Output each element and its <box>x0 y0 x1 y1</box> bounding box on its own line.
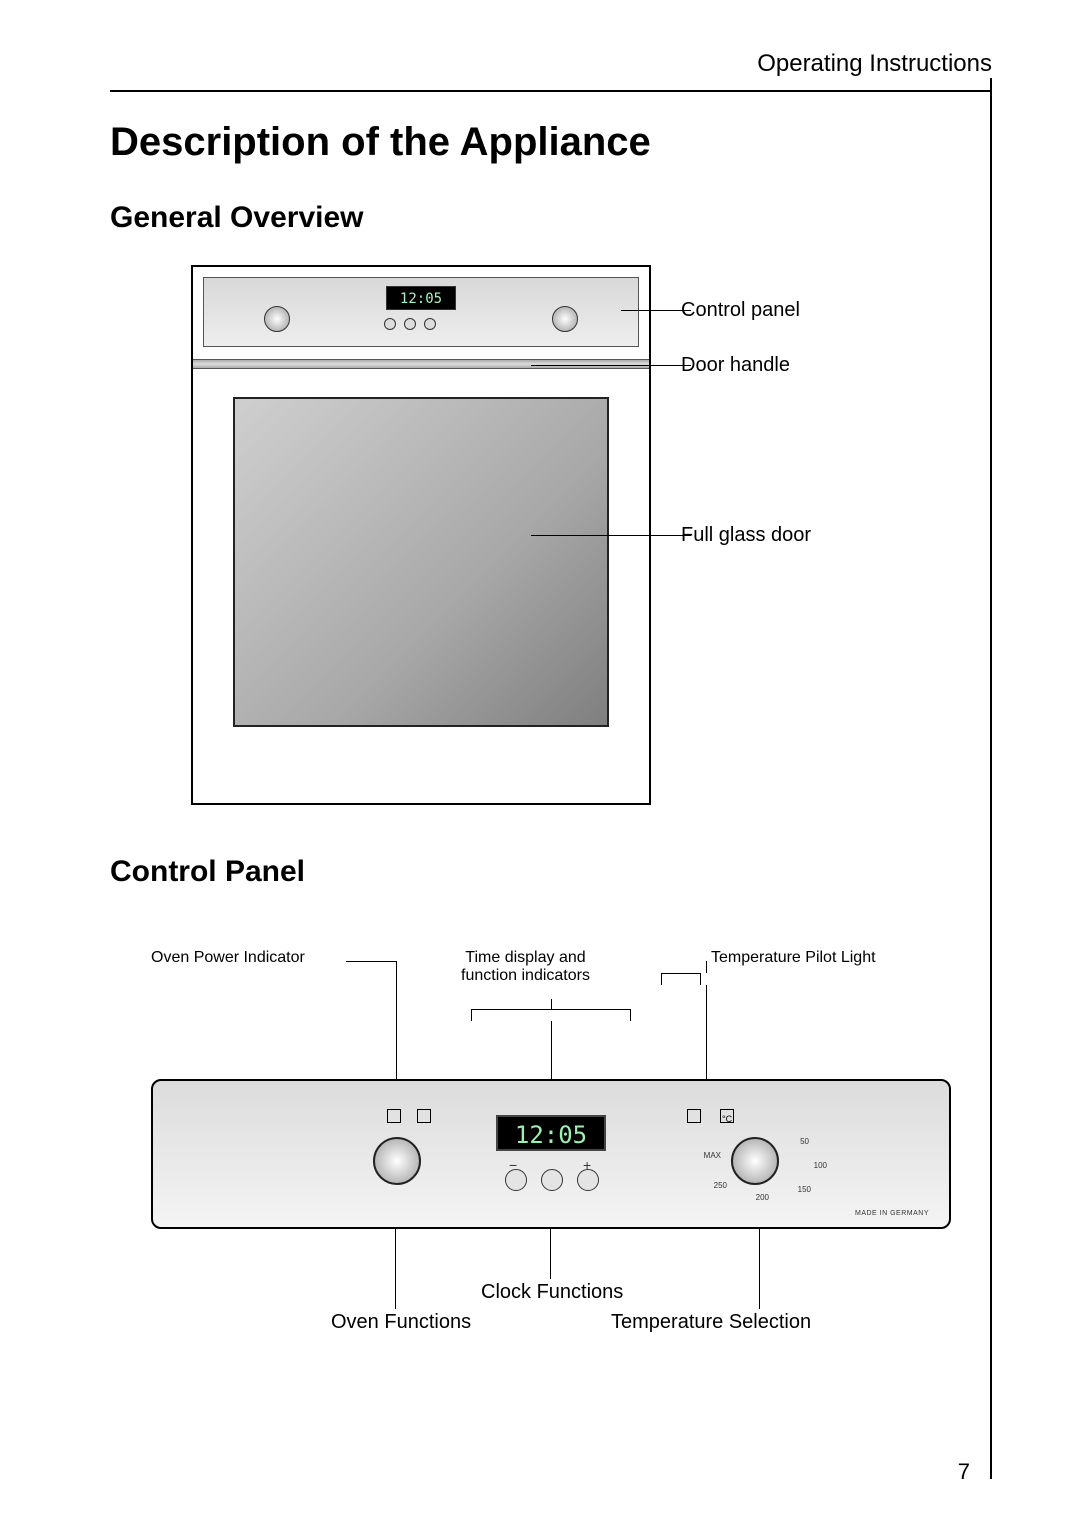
leader-line <box>395 1229 396 1309</box>
temp-mark: 200 <box>756 1193 769 1202</box>
callout-control-panel: Control panel <box>681 299 800 322</box>
mini-knob-right <box>552 306 578 332</box>
leader-line <box>706 961 707 973</box>
overview-heading: General Overview <box>110 201 992 235</box>
vertical-rule <box>990 78 992 1479</box>
mini-button <box>424 318 436 330</box>
mini-knob-left <box>264 306 290 332</box>
made-in-label: MADE IN GERMANY <box>855 1210 929 1217</box>
label-temp-pilot: Temperature Pilot Light <box>711 949 876 967</box>
page-title: Description of the Appliance <box>110 120 992 165</box>
minus-button <box>505 1169 527 1191</box>
callout-door-handle: Door handle <box>681 354 790 377</box>
label-oven-functions: Oven Functions <box>331 1311 471 1334</box>
temp-mark: 50 <box>800 1137 809 1146</box>
header-section-label: Operating Instructions <box>757 50 992 78</box>
bracket <box>471 1009 631 1021</box>
temp-mark: 100 <box>814 1161 827 1170</box>
mini-button <box>384 318 396 330</box>
callout-full-glass-door: Full glass door <box>681 524 811 547</box>
overview-figure: 12:05 Control panel Door handle Full gla… <box>151 265 951 815</box>
mini-clock-display: 12:05 <box>386 286 456 310</box>
glass-door <box>233 397 609 727</box>
leader-line <box>346 961 396 962</box>
mini-button <box>404 318 416 330</box>
leader-line <box>531 535 691 536</box>
label-clock-functions: Clock Functions <box>481 1281 623 1304</box>
label-temp-selection: Temperature Selection <box>611 1311 811 1334</box>
leader-line <box>531 365 691 366</box>
label-time-display-l2: function indicators <box>461 967 590 984</box>
horizontal-rule <box>110 90 992 92</box>
temp-mark: MAX <box>704 1151 721 1160</box>
temperature-knob <box>731 1137 779 1185</box>
label-power-indicator: Oven Power Indicator <box>151 949 305 967</box>
indicator-icon <box>417 1109 431 1123</box>
temp-pilot-icon: °C <box>720 1109 734 1123</box>
control-panel-heading: Control Panel <box>110 855 992 889</box>
clock-display: 12:05 <box>496 1115 606 1151</box>
power-indicator-icon <box>387 1109 401 1123</box>
bracket <box>661 973 701 985</box>
plus-button <box>577 1169 599 1191</box>
leader-line <box>759 1229 760 1309</box>
page-number: 7 <box>958 1459 970 1485</box>
leader-line <box>551 999 552 1009</box>
clock-button <box>541 1169 563 1191</box>
indicator-icon <box>687 1109 701 1123</box>
label-time-display-l1: Time display and <box>465 949 585 966</box>
oven-function-knob <box>373 1137 421 1185</box>
door-handle-bar <box>193 359 649 369</box>
leader-line <box>550 1229 551 1279</box>
mini-control-panel: 12:05 <box>203 277 639 347</box>
temp-mark: 150 <box>798 1185 811 1194</box>
control-panel-figure: Oven Power Indicator Time display and fu… <box>151 949 951 1349</box>
temp-mark: 250 <box>714 1181 727 1190</box>
control-panel-drawing: 12:05 − + °C 50 100 150 200 250 MAX MADE… <box>151 1079 951 1229</box>
